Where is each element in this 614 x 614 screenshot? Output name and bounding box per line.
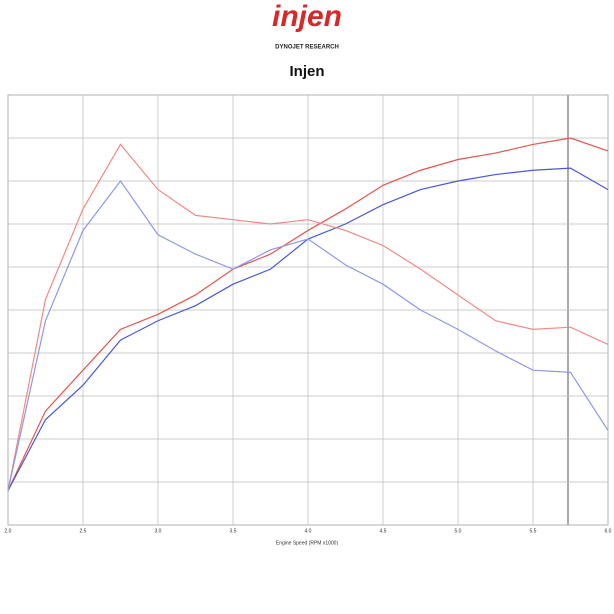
- series-line: [7, 137, 609, 491]
- x-tick-label: 3.5: [230, 528, 237, 534]
- x-tick-label: 3.0: [155, 528, 162, 534]
- series-line: [7, 143, 609, 491]
- series-line: [7, 179, 609, 491]
- x-tick-label: 6.0: [605, 528, 612, 534]
- x-tick-label: 2.0: [5, 528, 12, 534]
- x-tick-label: 4.5: [380, 528, 387, 534]
- x-tick-label: 5.0: [455, 528, 462, 534]
- logo: injen: [272, 0, 342, 33]
- chart-title: Injen: [289, 63, 324, 80]
- x-tick-label: 5.5: [530, 528, 537, 534]
- subtitle: DYNOJET RESEARCH: [275, 45, 339, 51]
- x-tick-label: 2.5: [80, 528, 87, 534]
- x-tick-label: 4.0: [305, 528, 312, 534]
- x-axis-label: Engine Speed (RPM x1000): [276, 540, 339, 546]
